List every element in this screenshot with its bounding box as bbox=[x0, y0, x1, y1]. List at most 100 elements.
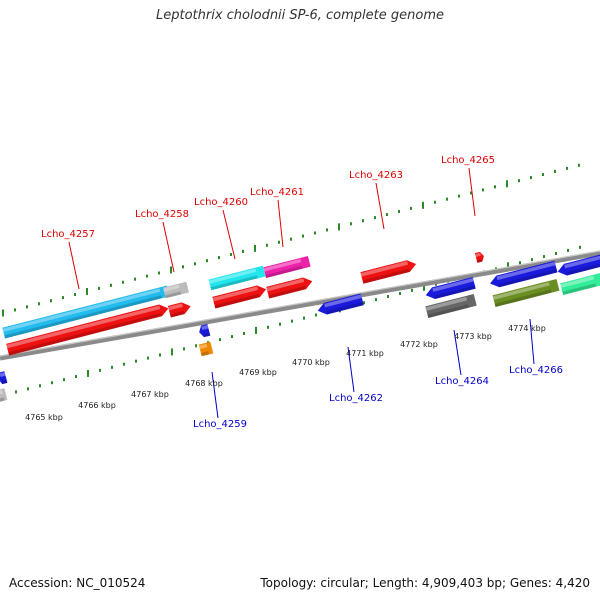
gene-bar-red-4261-shine bbox=[266, 278, 305, 292]
gene-bar-cyan-short bbox=[208, 265, 266, 291]
leader-line-lower bbox=[347, 346, 355, 393]
gene-bar-red-4260-shine bbox=[212, 286, 259, 302]
gene-bar-blue-4266-body bbox=[490, 260, 558, 288]
gene-bar-red-small-shade bbox=[170, 310, 185, 318]
gene-bar-blue-4264a-shade bbox=[434, 285, 476, 300]
gene-bar-red-4263 bbox=[360, 260, 417, 284]
gene-label-upper: Lcho_4261 bbox=[250, 187, 304, 198]
gene-bar-red-4261 bbox=[266, 277, 313, 299]
genome-summary-text: Topology: circular; Length: 4,909,403 bp… bbox=[260, 576, 590, 590]
gene-bar-red-4260-body bbox=[212, 285, 267, 309]
gene-bar-red-4260 bbox=[212, 285, 267, 309]
gene-bar-blue-4266-shine bbox=[496, 261, 556, 281]
gene-bar-grey-edge-shine bbox=[0, 389, 3, 395]
gene-bar-cyan-short-shade bbox=[210, 275, 258, 291]
gene-bar-grey-small bbox=[163, 281, 189, 299]
gene-bar-blue-4262-shine bbox=[324, 294, 362, 308]
gene-label-upper: Lcho_4258 bbox=[135, 209, 189, 220]
gene-label-lower: Lcho_4266 bbox=[509, 365, 563, 376]
gene-bar-magenta bbox=[263, 255, 311, 279]
accession-text: Accession: NC_010524 bbox=[9, 576, 146, 590]
gene-bar-blue-4264a-shine bbox=[432, 277, 474, 292]
gene-bar-blue-4259 bbox=[199, 323, 211, 338]
gene-bar-blue-4264a-body bbox=[425, 276, 476, 300]
gene-bar-cyan-long-body bbox=[2, 285, 170, 339]
gene-bar-olive-body bbox=[492, 278, 560, 308]
gene-bar-darkgrey bbox=[425, 293, 477, 319]
gene-bar-blue-4259-shade bbox=[203, 332, 211, 338]
gene-bar-darkgrey-shine bbox=[425, 296, 468, 311]
gene-bar-grey-edge-shade bbox=[0, 397, 5, 402]
leader-line-lower bbox=[211, 371, 219, 419]
scale-label: 4770 kbp bbox=[292, 358, 330, 367]
gene-bar-red-4263-shade bbox=[362, 268, 410, 284]
gene-bar-red-small-body bbox=[167, 302, 191, 318]
scale-label: 4769 kbp bbox=[239, 368, 277, 377]
gene-bar-blue-4262 bbox=[317, 293, 364, 315]
map-title: Leptothrix cholodnii SP-6, complete geno… bbox=[156, 8, 444, 23]
gene-bar-cyan-long bbox=[2, 285, 170, 339]
scale-label: 4774 kbp bbox=[508, 324, 546, 333]
scale-label: 4765 kbp bbox=[25, 413, 63, 422]
gene-bar-red-long-body bbox=[6, 304, 169, 356]
gene-bar-blue-4262-shade bbox=[326, 301, 364, 315]
gene-bar-blue-4262-body bbox=[317, 293, 364, 315]
scale-label: 4773 kbp bbox=[454, 332, 492, 341]
gene-bar-magenta-shine bbox=[263, 258, 302, 272]
gene-bar-red-4265 bbox=[474, 251, 484, 263]
gene-bar-orange-shade bbox=[200, 351, 210, 357]
gene-bar-orange bbox=[198, 341, 214, 357]
gene-bar-red-4260-shade bbox=[214, 293, 260, 309]
gene-bar-mint-shine bbox=[560, 275, 595, 288]
leader-line-upper bbox=[162, 221, 175, 273]
gene-bar-cyan-long-shine bbox=[2, 288, 161, 332]
gene-bar-blue-edge-shine bbox=[0, 372, 6, 377]
gene-bar-red-small bbox=[167, 302, 191, 318]
scale-label: 4766 kbp bbox=[78, 401, 116, 410]
gene-bar-blue-right-shine bbox=[564, 255, 600, 269]
gene-bar-blue-right-shade bbox=[566, 262, 600, 276]
gene-bar-darkgrey-body bbox=[425, 293, 477, 319]
gene-bar-magenta-shade bbox=[265, 265, 303, 279]
leader-line-upper bbox=[222, 209, 236, 260]
backbone-highlight bbox=[0, 250, 600, 357]
gene-bar-magenta-body bbox=[263, 255, 311, 279]
gene-bar-red-long-shine bbox=[6, 305, 161, 349]
gene-bar-red-4261-body bbox=[266, 277, 313, 299]
gene-bar-blue-right bbox=[557, 254, 600, 276]
gene-bar-red-4263-body bbox=[360, 260, 417, 284]
gene-bar-cyan-short-body bbox=[208, 265, 266, 291]
gene-bar-red-4265-body bbox=[474, 251, 484, 263]
gene-bar-blue-edge bbox=[0, 371, 8, 385]
gene-bar-mint-body bbox=[560, 272, 600, 296]
gene-bar-orange-body bbox=[198, 341, 214, 357]
backbone-line bbox=[0, 250, 600, 361]
gene-bar-cyan-long-shade bbox=[4, 295, 162, 339]
gene-bar-mint-shade bbox=[562, 283, 597, 296]
gene-bar-darkgrey-shade bbox=[427, 304, 469, 319]
scale-label: 4768 kbp bbox=[185, 379, 223, 388]
gene-label-upper: Lcho_4260 bbox=[194, 197, 248, 208]
gene-bar-olive-shine bbox=[492, 281, 550, 300]
gene-bar-blue-4259-shine bbox=[201, 324, 209, 331]
scale-label: 4767 kbp bbox=[131, 390, 169, 399]
leader-line-upper bbox=[375, 182, 385, 230]
gene-bar-olive bbox=[492, 278, 560, 308]
gene-label-lower: Lcho_4259 bbox=[193, 419, 247, 430]
sequence-backbone bbox=[0, 250, 600, 361]
gene-bar-red-small-shine bbox=[168, 303, 183, 311]
leader-line-lower bbox=[453, 329, 462, 376]
gene-bar-grey-edge-body bbox=[0, 388, 8, 402]
gene-bar-blue-edge-shade bbox=[1, 379, 8, 385]
gene-bar-red-long-shade bbox=[8, 312, 163, 356]
gene-bar-orange-shine bbox=[198, 343, 208, 350]
lower-tick-track bbox=[3, 245, 581, 399]
leader-line-upper bbox=[468, 167, 476, 217]
gene-bar-blue-edge-body bbox=[0, 371, 8, 385]
leader-line-upper bbox=[277, 199, 284, 248]
leader-line-lower bbox=[529, 318, 535, 365]
gene-bar-red-4261-shade bbox=[268, 285, 307, 299]
scale-label: 4771 kbp bbox=[346, 349, 384, 358]
